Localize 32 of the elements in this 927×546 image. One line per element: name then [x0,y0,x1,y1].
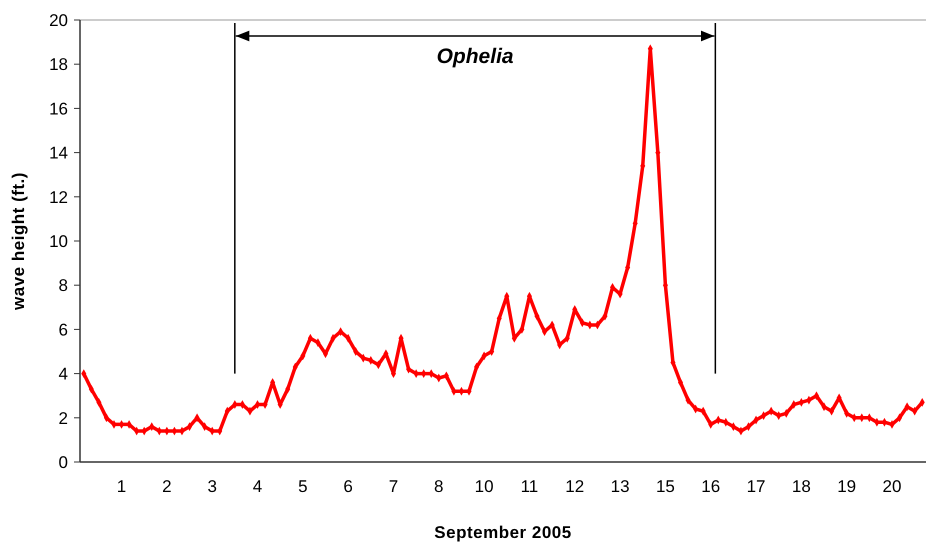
x-tick-label: 4 [252,477,262,496]
y-tick-label: 0 [58,452,68,472]
x-tick-label: 13 [610,477,630,496]
y-tick-label: 20 [49,10,68,30]
annotation: Ophelia [436,45,514,68]
x-tick-label: 10 [474,477,494,496]
x-tick-label: 3 [207,477,217,496]
x-tick-label: 12 [565,477,584,496]
x-tick-label: 18 [792,477,811,496]
x-tick-label: 16 [701,477,720,496]
y-tick-label: 6 [58,320,68,340]
x-tick-label: 17 [746,477,766,496]
x-tick-label: 5 [298,477,308,496]
y-axis-title: wave height (ft.) [9,172,28,311]
y-tick-label: 12 [49,188,68,207]
y-tick-label: 16 [49,99,68,118]
x-tick-label: 11 [520,477,538,496]
y-tick-label: 2 [58,408,68,428]
x-tick-label: 2 [162,477,172,496]
x-tick-label: 6 [343,477,353,496]
y-tick-label: 10 [49,232,68,251]
x-tick-label: 8 [434,477,444,496]
x-tick-label: 7 [388,477,398,496]
y-tick-label: 8 [58,276,68,296]
x-tick-label: 20 [882,477,902,496]
x-tick-label: 19 [837,477,856,496]
y-tick-label: 14 [49,144,68,163]
y-tick-label: 4 [58,364,68,384]
x-tick-label: 1 [116,477,126,496]
x-tick-label: 15 [656,477,675,496]
x-axis-title: September 2005 [434,523,572,542]
y-tick-label: 18 [49,55,68,74]
